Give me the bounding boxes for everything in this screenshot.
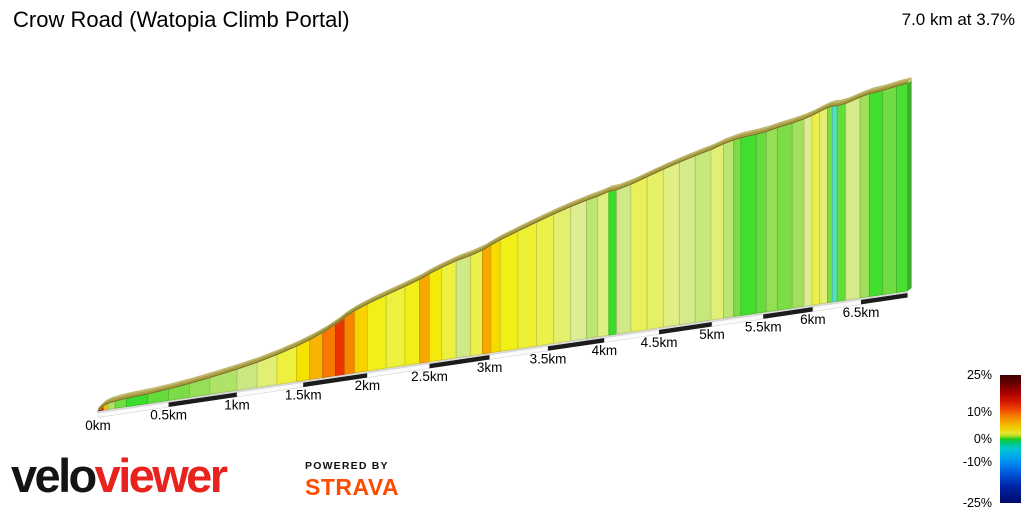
gradient-slice bbox=[869, 89, 884, 298]
gradient-slice bbox=[419, 272, 430, 364]
gradient-slice bbox=[470, 249, 483, 357]
gradient-slice bbox=[354, 303, 368, 374]
gradient-slice bbox=[586, 195, 599, 340]
distance-label: 4km bbox=[592, 343, 618, 358]
gradient-legend-bar bbox=[1000, 375, 1021, 503]
gradient-slice bbox=[646, 168, 664, 331]
road-surface bbox=[97, 77, 912, 412]
distance-label: 3km bbox=[477, 360, 503, 375]
gradient-slice bbox=[309, 331, 324, 381]
gradient-slice bbox=[827, 105, 833, 304]
road-front-edge bbox=[97, 82, 908, 412]
veloviewer-logo-viewer: viewer bbox=[94, 449, 228, 502]
distance-label: 1.5km bbox=[285, 388, 322, 403]
distance-labels: 0km 0.5km 1km 1.5km 2km 2.5km 3km 3.5km 4km 4.5km… bbox=[85, 305, 879, 433]
gradient-slice bbox=[570, 199, 587, 342]
gradient-slice bbox=[755, 130, 767, 314]
legend-label: 10% bbox=[966, 405, 992, 420]
scale-bar-dark-segment bbox=[861, 293, 908, 305]
distance-label: 1km bbox=[224, 397, 250, 412]
distance-label: 5km bbox=[699, 327, 725, 342]
powered-by-label: POWERED BY bbox=[305, 460, 389, 472]
gradient-slice bbox=[597, 190, 610, 338]
legend-label: 0% bbox=[973, 432, 992, 446]
gradient-slice bbox=[482, 244, 492, 355]
gradient-slice bbox=[831, 105, 838, 303]
distance-label: 4.5km bbox=[641, 335, 678, 350]
gradient-slice bbox=[296, 338, 311, 383]
distance-label: 6km bbox=[800, 312, 826, 327]
distance-label: 3.5km bbox=[530, 351, 567, 366]
gradient-slice bbox=[553, 205, 572, 344]
distance-scale-bar bbox=[97, 291, 908, 418]
gradient-slice bbox=[366, 294, 387, 372]
gradient-slice bbox=[859, 92, 870, 299]
scale-bar-dark-segment bbox=[429, 354, 490, 369]
gradient-slice bbox=[344, 309, 356, 375]
legend-label: -25% bbox=[962, 496, 992, 510]
gradient-slice bbox=[723, 139, 735, 319]
gradient-slice bbox=[803, 114, 813, 307]
road-top-band bbox=[97, 80, 910, 411]
gradient-slice bbox=[630, 175, 648, 333]
gradient-slice bbox=[429, 266, 443, 363]
powered-by-strava: POWERED BY STRAVA bbox=[305, 460, 399, 501]
gradient-slice bbox=[740, 133, 757, 317]
gradient-slice bbox=[536, 213, 555, 347]
gradient-slice bbox=[776, 122, 793, 311]
distance-label: 2.5km bbox=[411, 369, 448, 384]
distance-label: 0km bbox=[85, 418, 111, 433]
gradient-slice bbox=[616, 183, 632, 335]
gradient-slice bbox=[404, 278, 421, 366]
distance-label: 6.5km bbox=[843, 305, 880, 320]
veloviewer-logo: veloviewer bbox=[11, 449, 228, 502]
gradient-slice bbox=[845, 96, 861, 301]
gradient-slice bbox=[608, 189, 617, 336]
climb-summary: 7.0 km at 3.7% bbox=[901, 10, 1015, 29]
gradient-slice bbox=[678, 154, 696, 326]
scale-bar-dark-segment bbox=[547, 337, 605, 351]
legend-label: -10% bbox=[962, 455, 992, 470]
gradient-slice bbox=[819, 106, 828, 305]
strava-logo: STRAVA bbox=[305, 474, 400, 500]
gradient-slice bbox=[662, 161, 680, 328]
gradient-slice bbox=[441, 259, 457, 361]
gradient-slice bbox=[811, 110, 821, 306]
gradient-slice bbox=[694, 148, 712, 323]
legend-label: 25% bbox=[966, 368, 992, 382]
scale-bar-dark-segment bbox=[763, 307, 813, 319]
scale-bar-dark-segment bbox=[303, 373, 368, 388]
page-title: Crow Road (Watopia Climb Portal) bbox=[13, 7, 350, 32]
distance-label: 2km bbox=[355, 378, 381, 393]
gradient-slice bbox=[791, 118, 805, 309]
baseline bbox=[97, 291, 908, 413]
gradient-slice bbox=[385, 285, 406, 369]
gradient-slice bbox=[490, 238, 501, 354]
gradient-slice bbox=[455, 254, 472, 359]
distance-label: 5.5km bbox=[745, 319, 782, 334]
veloviewer-logo-velo: velo bbox=[11, 449, 97, 502]
gradient-slice bbox=[335, 316, 345, 377]
gradient-slices bbox=[96, 80, 912, 412]
profile-end-face bbox=[907, 80, 912, 291]
scale-bar-dark-segment bbox=[659, 321, 712, 335]
gradient-slice bbox=[710, 143, 724, 321]
gradient-slice bbox=[836, 102, 847, 302]
scale-bar-dark-segment bbox=[168, 392, 237, 408]
distance-label: 0.5km bbox=[150, 408, 187, 423]
gradient-slice bbox=[517, 221, 537, 350]
gradient-slice bbox=[499, 230, 519, 352]
gradient-slice bbox=[896, 82, 909, 294]
gradient-slice bbox=[882, 85, 897, 296]
gradient-slice bbox=[733, 137, 742, 318]
gradient-slice bbox=[765, 127, 778, 313]
